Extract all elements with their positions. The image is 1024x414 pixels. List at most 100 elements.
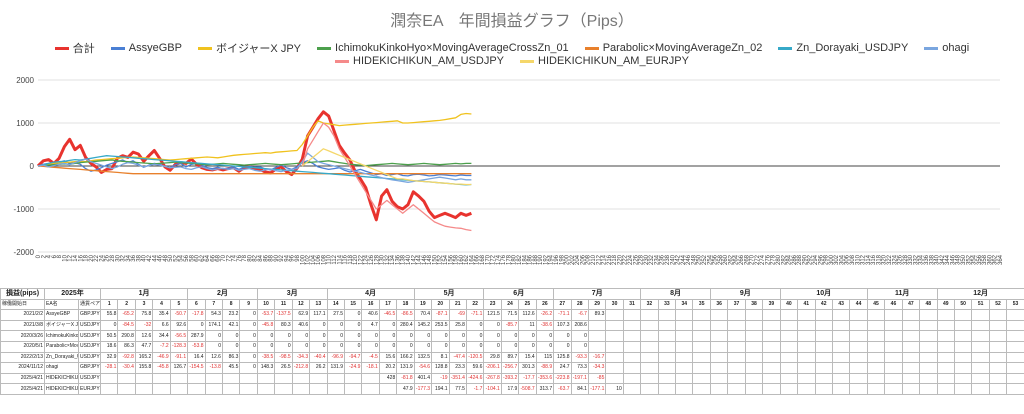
pips-value: -40.4 — [309, 351, 328, 364]
week-header: 3 — [134, 298, 154, 311]
x-tick-label: 274 — [760, 254, 766, 265]
pips-value: 12.6 — [204, 351, 223, 364]
currency-pair: GBPJPY — [77, 362, 102, 374]
pips-value: 0 — [361, 340, 380, 353]
x-tick-label: 164 — [469, 254, 475, 265]
pips-value — [100, 372, 119, 385]
x-tick-label: 354 — [972, 254, 978, 265]
x-tick-label: 312 — [861, 254, 867, 265]
x-tick-label: 318 — [876, 254, 882, 265]
pips-value: 128.8 — [431, 362, 450, 374]
pips-value: 115 — [535, 351, 555, 364]
x-tick-label: 90 — [274, 254, 280, 261]
pips-value — [762, 330, 781, 342]
pips-value: 0 — [239, 351, 258, 364]
week-header: 28 — [570, 298, 589, 311]
x-tick-label: 98 — [295, 254, 301, 261]
pips-value — [692, 330, 711, 342]
x-tick-label: 210 — [591, 254, 597, 265]
x-tick-label: 64 — [205, 254, 211, 261]
x-tick-label: 244 — [681, 254, 687, 265]
week-header: 6 — [187, 298, 206, 311]
pips-value: 0 — [465, 330, 485, 342]
pips-value — [343, 383, 363, 395]
x-tick-label: 310 — [855, 254, 861, 265]
x-tick-label: 2 — [41, 254, 47, 258]
week-header: 17 — [378, 298, 398, 311]
pips-value — [291, 372, 311, 385]
pips-value — [936, 362, 955, 374]
pips-value — [309, 383, 328, 395]
x-tick-label: 94 — [284, 254, 290, 261]
pips-value: 126.7 — [169, 362, 189, 374]
pips-value — [814, 330, 833, 342]
pips-value — [1006, 351, 1024, 364]
pips-value — [919, 330, 938, 342]
pips-value — [849, 309, 868, 321]
pips-value: 4.7 — [361, 319, 380, 332]
pips-value: 45.5 — [221, 362, 241, 374]
pips-value — [901, 372, 921, 385]
pips-value — [866, 319, 886, 332]
pips-value — [988, 351, 1008, 364]
pips-value — [675, 340, 694, 353]
pips-value: 40.6 — [361, 309, 380, 321]
x-tick-label: 128 — [374, 254, 380, 265]
pips-value: 26.5 — [274, 362, 293, 374]
pips-value — [814, 309, 833, 321]
week-header: 5 — [169, 298, 189, 311]
x-tick-label: 270 — [750, 254, 756, 265]
x-tick-label: 134 — [390, 254, 396, 265]
x-tick-label: 242 — [676, 254, 682, 265]
pips-value: -34.3 — [291, 351, 311, 364]
pips-value — [884, 309, 903, 321]
x-tick-label: 238 — [665, 254, 671, 265]
pips-value — [675, 383, 694, 395]
pips-value: 0 — [239, 330, 258, 342]
pips-value — [709, 330, 729, 342]
col-start-header: 稼働開始日 — [0, 298, 45, 311]
pips-value: 0 — [448, 340, 467, 353]
table-row: 2020/5/1Parabolic×MovingAUSDJPY18.686.34… — [0, 340, 1024, 353]
pips-value — [971, 309, 990, 321]
pips-table-area: 損益(pips) 2025年 1月 2月 3月 4月 5月 6月 7月 8月 9月 10月 11月 12月… — [0, 288, 1024, 414]
pips-value: 112.6 — [518, 309, 537, 321]
x-tick-label: 328 — [903, 254, 909, 265]
pips-value: 92.6 — [169, 319, 189, 332]
legend-label: AssyeGBP — [128, 42, 182, 54]
pips-value: 0 — [256, 340, 276, 353]
week-header: 18 — [396, 298, 415, 311]
pips-value: 86.3 — [221, 351, 241, 364]
pips-value — [884, 330, 903, 342]
week-header: 34 — [675, 298, 694, 311]
currency-pair: GBPJPY — [77, 309, 102, 321]
week-header: 12 — [291, 298, 311, 311]
pips-value: 194.1 — [431, 383, 450, 395]
pips-value — [901, 309, 921, 321]
x-tick-label: 308 — [850, 254, 856, 265]
x-tick-label: 124 — [364, 254, 370, 265]
pips-value — [849, 372, 868, 385]
pips-value — [971, 362, 990, 374]
pips-value — [919, 351, 938, 364]
x-tick-label: 170 — [485, 254, 491, 265]
x-tick-label: 216 — [607, 254, 613, 265]
pips-value: -53.8 — [187, 340, 206, 353]
pips-value — [291, 383, 311, 395]
legend-item: Zn_Dorayaki_USDJPY — [778, 40, 908, 56]
pips-value — [884, 351, 903, 364]
pips-value — [361, 372, 380, 385]
pips-value: 0 — [465, 319, 485, 332]
x-tick-label: 30 — [115, 254, 121, 261]
currency-pair: USDJPY — [77, 351, 102, 364]
pips-value — [814, 372, 833, 385]
pips-value — [919, 362, 938, 374]
series-line — [37, 159, 472, 167]
x-tick-label: 72 — [226, 254, 232, 261]
x-tick-label: 14 — [73, 254, 79, 261]
pips-value — [727, 319, 746, 332]
pips-value — [587, 319, 607, 332]
pips-value: 6.6 — [152, 319, 171, 332]
pips-value: 77.5 — [448, 383, 467, 395]
